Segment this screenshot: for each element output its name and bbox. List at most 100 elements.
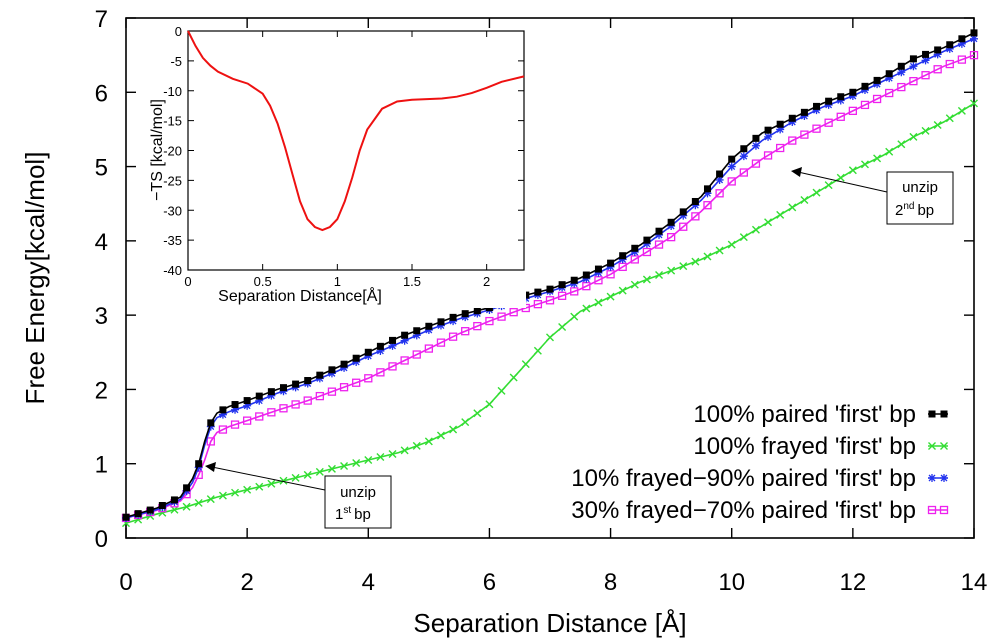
data-point [364,456,373,464]
series-3 [121,50,979,523]
data-point [388,341,397,350]
inset-x-tick-label: 0.5 [254,274,272,289]
data-point [570,276,578,284]
data-point [255,412,264,421]
data-point [727,240,736,249]
data-point [861,82,869,90]
data-point [364,352,373,360]
data-point [619,252,627,260]
data-point [607,259,615,267]
data-point [836,173,845,182]
data-point [207,419,215,427]
data-point [243,485,252,494]
data-point [255,396,264,405]
data-point [751,141,760,150]
data-point [533,299,543,309]
data-point [194,463,203,472]
data-point [945,44,954,53]
main-y-axis-title: Free Energy[kcal/mol] [20,152,50,405]
data-point [473,321,482,331]
data-point [776,120,784,128]
data-point [848,92,857,100]
data-point [255,482,264,491]
data-point [909,62,918,71]
data-point [824,181,833,190]
data-point [836,96,845,105]
data-point [291,400,300,409]
data-point [146,506,154,514]
legend-swatch-marker [928,474,936,482]
data-point [364,374,373,383]
data-point [933,50,942,59]
inset-y-tick-label: -15 [163,114,182,129]
data-point [327,464,336,473]
data-point [400,446,409,455]
main-y-tick-label: 3 [95,303,108,330]
data-point [642,239,651,248]
data-point [812,106,821,115]
data-point [400,356,409,365]
data-point [860,100,870,110]
main-y-tick-label: 1 [95,452,108,479]
data-point [606,292,615,301]
data-point [230,420,240,429]
data-point [800,130,809,139]
data-point [727,162,736,171]
data-point [812,188,821,197]
data-point [570,312,579,321]
data-point [655,271,664,280]
data-point [631,244,639,252]
data-point [715,246,724,255]
data-point [897,68,906,77]
data-point [667,266,676,275]
data-point [679,211,688,220]
data-point [957,39,966,48]
legend-label: 100% frayed 'first' bp [693,433,916,460]
main-y-tick-label: 4 [95,229,108,256]
data-point [473,409,482,418]
data-point [340,461,349,470]
data-point [860,86,869,95]
data-point [813,102,821,110]
data-point [922,50,930,58]
data-point [764,218,773,227]
inset-y-tick-label: -30 [163,203,182,218]
data-point [763,151,773,160]
data-point [315,391,324,401]
data-point [340,360,348,368]
data-point [509,373,518,382]
annotation-unzip-first: unzip 1st bp [205,462,392,529]
data-point [788,118,797,126]
inset-tick-labels: 0 0.5 1 1.5 2 0 -5 -10 -15 -20 -25 -30 -35 -40 [163,24,490,289]
data-point [921,126,930,135]
data-point [558,281,566,289]
data-point [594,265,602,273]
data-point [328,366,336,374]
data-point [654,240,664,249]
data-point [703,252,712,261]
data-point [666,232,676,242]
data-point [837,93,845,101]
data-point [872,94,882,104]
annotation-second-ordinal-suffix: nd [903,201,914,212]
data-point [401,331,409,339]
data-point [970,34,978,43]
data-point [412,350,421,359]
data-point [400,336,409,345]
data-point [449,313,457,321]
data-point [327,387,337,396]
data-point [933,120,942,129]
data-point [679,208,687,216]
data-point [667,218,675,226]
annotation-unzip-second: unzip 2nd bp [791,167,954,225]
data-point [643,236,651,244]
inset-x-tick-label: 0 [184,274,191,289]
data-point [776,125,785,134]
data-point [921,71,930,80]
data-point [909,55,917,63]
annotation-second-ordinal-num: 2 [895,202,903,219]
main-x-axis-title: Separation Distance [Å] [413,608,686,638]
annotation-arrow-second [797,171,888,193]
series-1 [122,99,978,528]
